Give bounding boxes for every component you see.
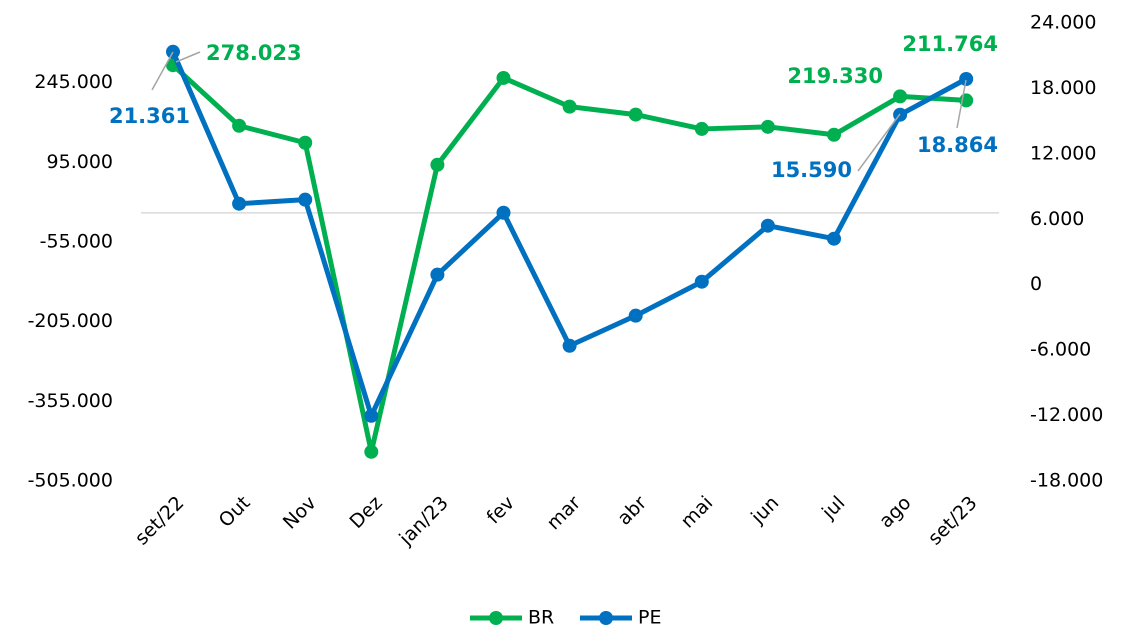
point (827, 127, 841, 142)
point (628, 107, 643, 122)
data-label: 21.361 (109, 104, 190, 128)
point (959, 72, 974, 87)
leader-line (175, 51, 201, 63)
y-tick-label: -55.000 (40, 231, 113, 253)
data-label: 219.330 (787, 64, 883, 88)
data-label: 15.590 (771, 158, 852, 182)
leader-line (857, 113, 901, 172)
y-tick-label: 245.000 (34, 71, 113, 93)
point (166, 44, 180, 59)
point (496, 205, 511, 220)
point (298, 135, 313, 150)
point (232, 196, 247, 211)
x-tick-label: Dez (346, 492, 387, 533)
point (893, 89, 908, 104)
point (232, 118, 247, 133)
y2-tick-label: 12.000 (1030, 142, 1096, 164)
x-tick-label: jul (817, 492, 849, 524)
point (562, 99, 577, 114)
x-tick-label: mai (677, 492, 718, 533)
point (760, 119, 775, 134)
y2-tick-label: 24.000 (1030, 12, 1096, 34)
point (430, 157, 445, 172)
y-tick-label: 95.000 (47, 151, 113, 173)
point (760, 218, 775, 233)
point (562, 338, 577, 353)
point (694, 274, 709, 289)
series-line (171, 63, 967, 455)
legend-marker (489, 611, 503, 625)
y2-tick-label: 18.000 (1030, 77, 1096, 99)
legend-label: BR (528, 607, 554, 629)
data-label: 18.864 (917, 133, 998, 157)
x-tick-label: Nov (279, 492, 321, 534)
legend-label: PE (638, 607, 661, 629)
point (364, 408, 379, 423)
x-tick-label: set/22 (131, 492, 189, 550)
x-tick-label: fev (482, 492, 519, 529)
point (430, 267, 445, 282)
y2-tick-label: 0 (1030, 273, 1042, 295)
y-tick-label: -205.000 (28, 310, 113, 332)
point (827, 231, 841, 246)
x-tick-label: ago (875, 492, 916, 533)
x-tick-label: abr (613, 492, 651, 530)
data-label: 211.764 (902, 32, 998, 56)
x-tick-label: set/23 (924, 492, 982, 550)
point (298, 192, 313, 207)
y2-tick-label: -6.000 (1030, 339, 1091, 361)
point (364, 444, 379, 459)
x-tick-label: Out (215, 492, 255, 532)
x-tick-label: jan/23 (394, 492, 452, 550)
data-label: 278.023 (206, 41, 302, 65)
x-tick-label: mar (543, 492, 586, 535)
y2-tick-label: -12.000 (1030, 404, 1103, 426)
leader-line (151, 51, 174, 91)
y2-tick-label: -18.000 (1030, 470, 1103, 492)
point (628, 308, 643, 323)
legend-marker (599, 611, 613, 625)
x-tick-label: jun (746, 492, 783, 529)
y2-tick-label: 6.000 (1030, 208, 1084, 230)
point (694, 121, 709, 136)
leader-line (956, 79, 967, 129)
y-tick-label: -505.000 (28, 470, 113, 492)
point (496, 70, 511, 85)
y-tick-label: -355.000 (28, 390, 113, 412)
